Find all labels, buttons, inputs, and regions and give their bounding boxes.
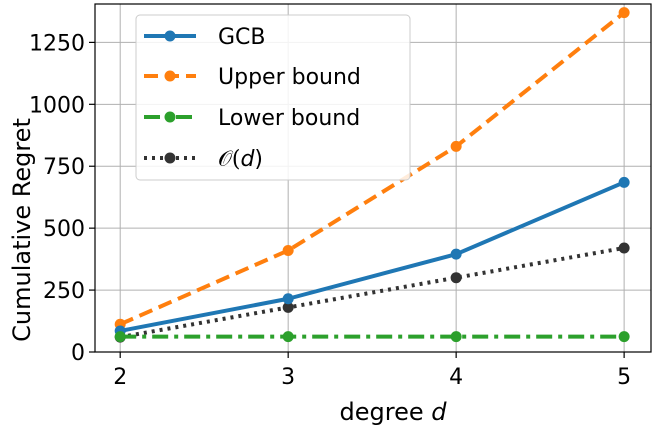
legend: GCB Upper bound Lower bound 𝒪(d) xyxy=(135,14,411,181)
legend-swatch-marker xyxy=(164,111,176,123)
x-tick-label: 4 xyxy=(449,365,463,390)
x-axis-label-var: d xyxy=(431,398,447,426)
data-point xyxy=(618,176,630,188)
series-layer xyxy=(114,7,630,343)
series-line xyxy=(119,180,625,333)
series-3 xyxy=(114,242,630,343)
legend-entry: 𝒪(d) xyxy=(144,147,263,172)
data-point xyxy=(618,242,630,254)
legend-label: 𝒪(d) xyxy=(218,147,263,172)
y-tick-label: 250 xyxy=(43,279,85,304)
legend-entry: GCB xyxy=(144,25,266,50)
ticks: 2 3 4 5 0 250 500 750 1000 1250 xyxy=(29,31,631,390)
y-tick-label: 0 xyxy=(71,341,85,366)
x-tick-label: 5 xyxy=(617,365,631,390)
legend-entry: Lower bound xyxy=(144,106,360,131)
data-point xyxy=(282,293,294,305)
x-axis-label-text: degree xyxy=(340,398,432,426)
data-point xyxy=(450,331,462,343)
legend-swatch-marker xyxy=(164,30,176,42)
y-axis-label: Cumulative Regret xyxy=(8,118,36,342)
series-line xyxy=(119,246,625,340)
data-point xyxy=(114,331,126,343)
data-point xyxy=(282,244,294,256)
plot-frame xyxy=(94,3,652,353)
legend-label: GCB xyxy=(218,25,266,50)
x-tick-label: 3 xyxy=(281,365,295,390)
legend-box xyxy=(135,14,411,181)
y-tick-label: 1250 xyxy=(29,31,85,56)
data-point xyxy=(282,301,294,313)
legend-entry: Upper bound xyxy=(144,65,361,90)
data-point xyxy=(450,248,462,260)
legend-label: Upper bound xyxy=(218,65,361,90)
data-point xyxy=(618,7,630,19)
series-2 xyxy=(114,331,630,343)
legend-label: Lower bound xyxy=(218,106,360,131)
series-0 xyxy=(114,176,630,337)
data-point xyxy=(450,140,462,152)
data-point xyxy=(450,272,462,284)
x-axis-label: degree d xyxy=(340,398,448,426)
legend-swatch-marker xyxy=(164,152,176,164)
x-tick-label: 2 xyxy=(113,365,127,390)
y-tick-label: 500 xyxy=(43,217,85,242)
data-point xyxy=(618,331,630,343)
y-tick-label: 1000 xyxy=(29,93,85,118)
legend-swatch-marker xyxy=(164,70,176,82)
y-tick-label: 750 xyxy=(43,155,85,180)
data-point xyxy=(282,331,294,343)
series-line xyxy=(119,11,626,327)
